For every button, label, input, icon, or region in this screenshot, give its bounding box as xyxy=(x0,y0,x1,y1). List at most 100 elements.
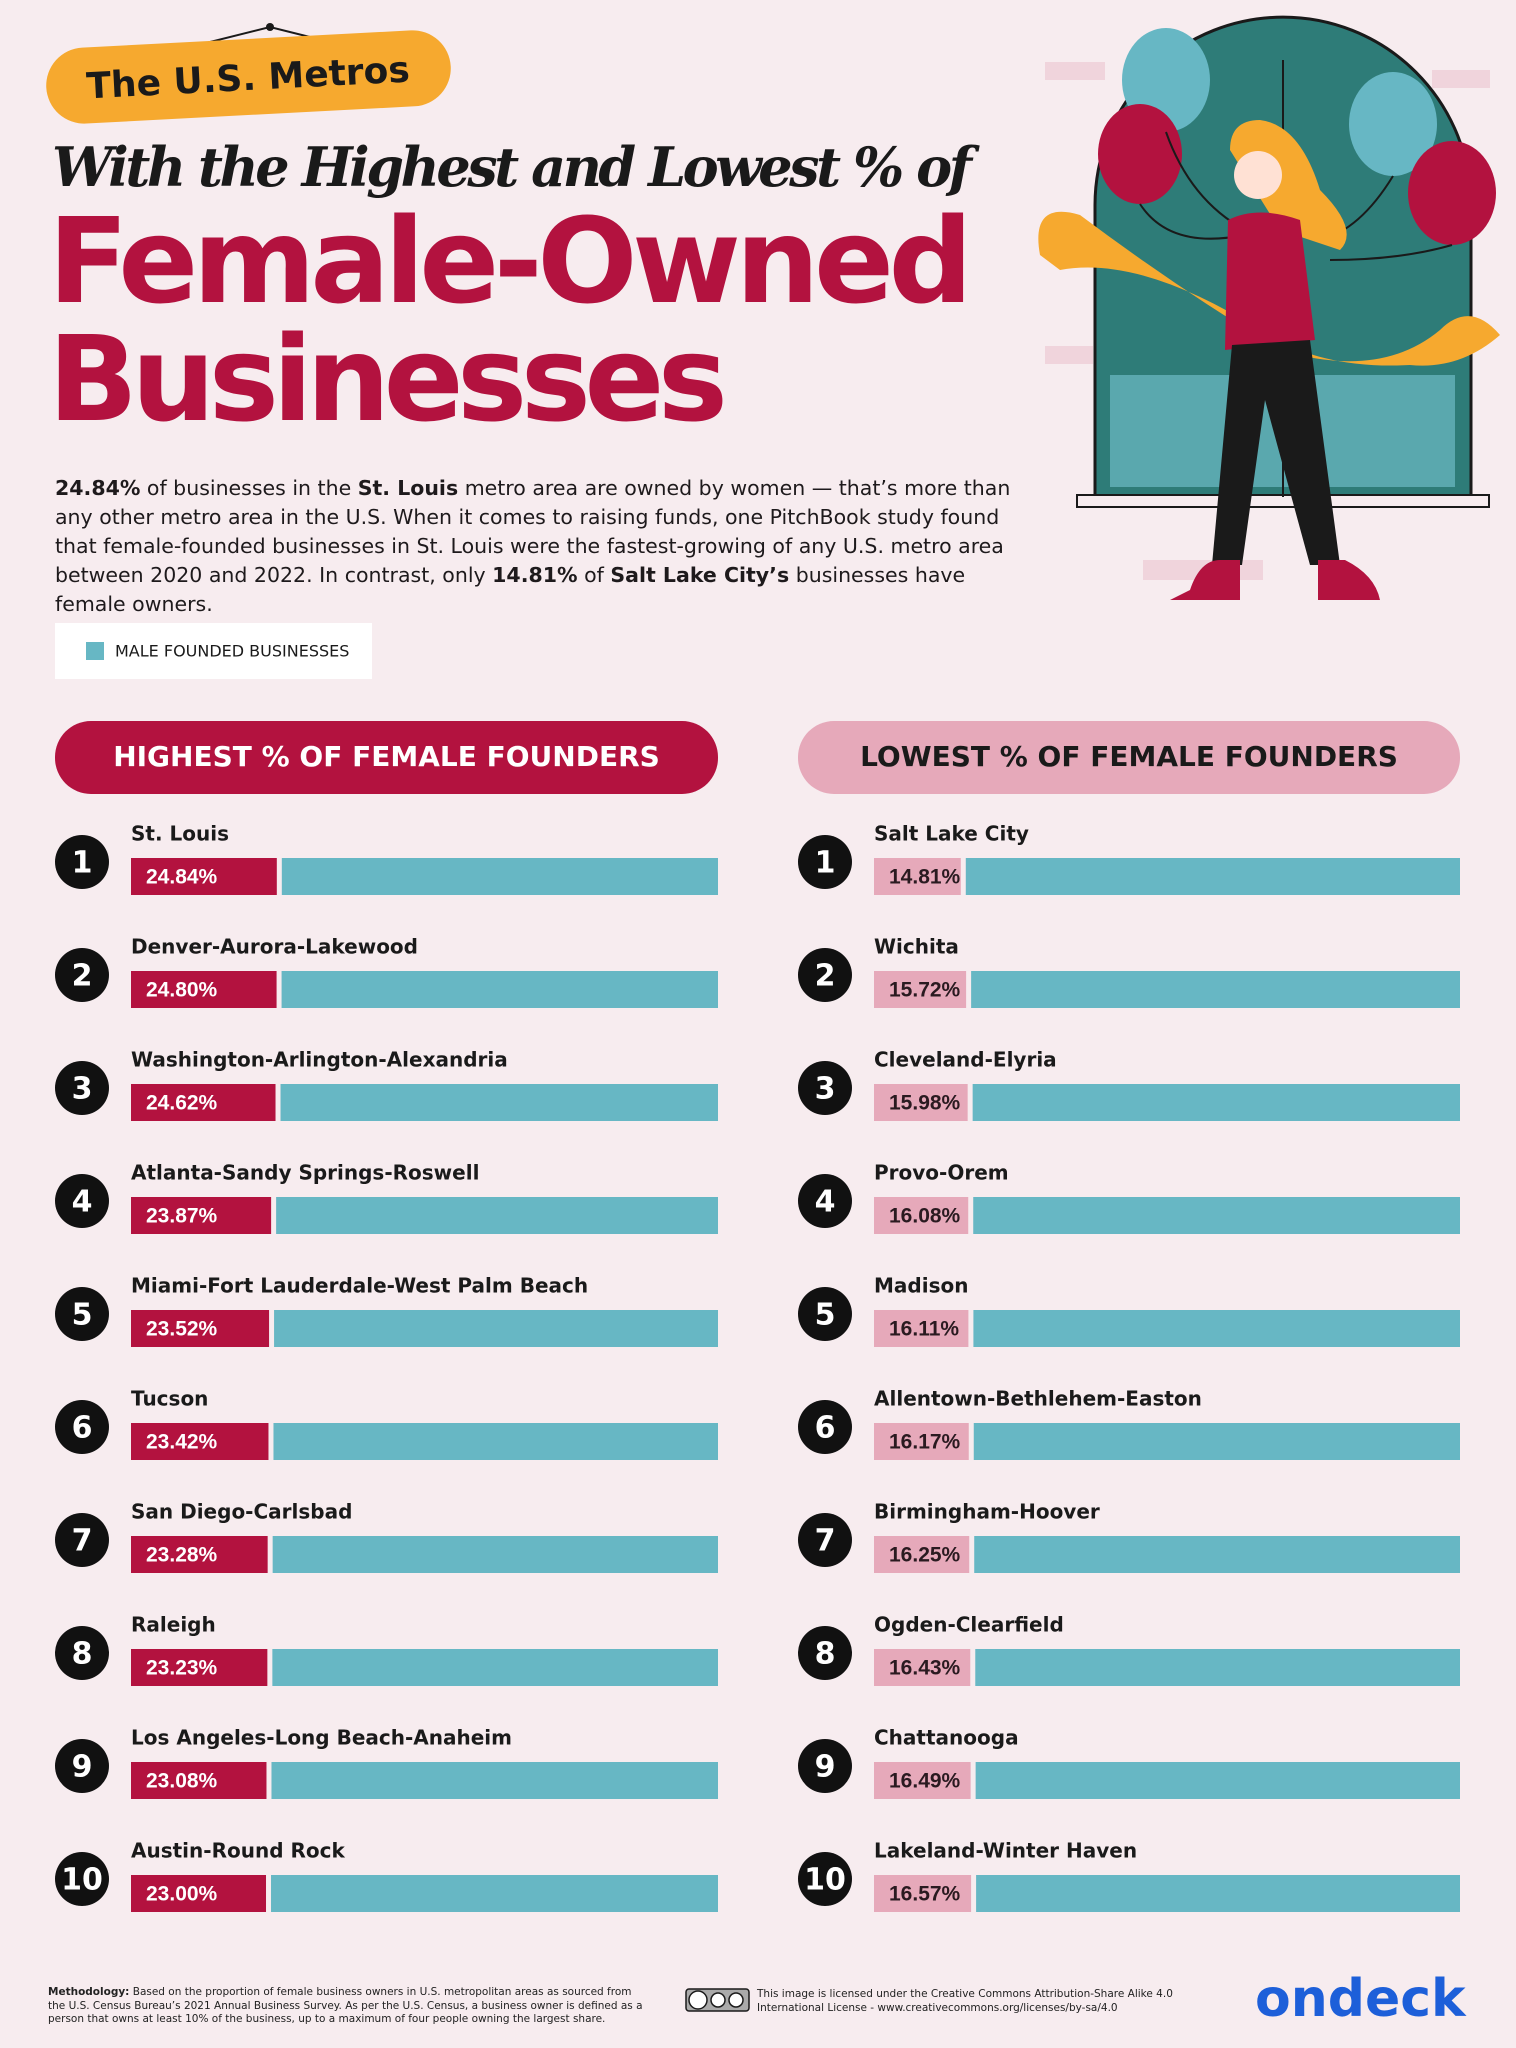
rank-badge xyxy=(798,835,852,889)
rank: 6 xyxy=(72,1411,93,1446)
intro-text: businesses have female owners. xyxy=(55,563,966,616)
subtitle: With the Highest and Lowest % of xyxy=(52,135,980,199)
metro-name: Provo-Orem xyxy=(874,1161,1009,1185)
rank: 7 xyxy=(72,1524,93,1559)
intro-text: of businesses in the xyxy=(140,476,358,500)
metro-name: Atlanta-Sandy Springs-Roswell xyxy=(131,1161,479,1185)
female-share-bar xyxy=(874,1762,971,1799)
rank-badge xyxy=(55,1626,109,1680)
rank-badge xyxy=(798,1061,852,1115)
metro-name: Denver-Aurora-Lakewood xyxy=(131,935,418,959)
value-label: 23.08% xyxy=(146,1770,218,1793)
male-share-track xyxy=(976,1875,1460,1912)
rank-badge xyxy=(798,1174,852,1228)
rank-badge xyxy=(798,948,852,1002)
rank: 4 xyxy=(815,1185,836,1220)
license-text: This image is licensed under the Creativ… xyxy=(757,1988,1173,2014)
rank: 2 xyxy=(72,959,93,994)
value-label: 23.42% xyxy=(146,1431,218,1454)
value-label: 15.72% xyxy=(889,979,961,1002)
rank-badge xyxy=(798,1287,852,1341)
legend-label: MALE FOUNDED BUSINESSES xyxy=(115,642,349,661)
intro-paragraph: 24.84% of businesses in the St. Louis me… xyxy=(55,474,1035,619)
male-share-track xyxy=(281,971,718,1008)
metro-name: Wichita xyxy=(874,935,959,959)
value-label: 23.87% xyxy=(146,1205,218,1228)
female-share-bar xyxy=(131,1423,269,1460)
title-line: Female-Owned xyxy=(48,192,973,330)
intro-bold: Salt Lake City’s xyxy=(610,563,790,587)
female-share-bar xyxy=(131,1536,268,1573)
male-share-track xyxy=(973,1423,1460,1460)
ribbon xyxy=(1038,211,1500,366)
boots xyxy=(1170,560,1380,600)
metro-name: St. Louis xyxy=(131,822,229,846)
male-share-track xyxy=(974,1536,1460,1573)
illustration xyxy=(1038,15,1500,600)
female-share-bar xyxy=(131,1084,276,1121)
value-label: 24.84% xyxy=(146,866,218,889)
male-share-track xyxy=(271,1875,718,1912)
intro-bold: St. Louis xyxy=(357,476,459,500)
metro-name: Lakeland-Winter Haven xyxy=(874,1839,1137,1863)
male-share-track xyxy=(975,1762,1460,1799)
badge-icon xyxy=(688,1990,708,2010)
value-label: 16.11% xyxy=(889,1318,959,1341)
rank-badge xyxy=(798,1513,852,1567)
rank-badge xyxy=(798,1852,852,1906)
male-share-track xyxy=(280,1084,718,1121)
balloon xyxy=(1098,104,1182,204)
badge-icon xyxy=(710,1992,726,2008)
legend-box xyxy=(55,623,372,679)
legs xyxy=(1212,340,1340,565)
badge-icon xyxy=(728,1992,744,2008)
female-share-bar xyxy=(131,971,277,1008)
balloon xyxy=(1408,141,1496,245)
value-label: 16.49% xyxy=(889,1770,961,1793)
male-share-track xyxy=(273,1423,718,1460)
balloon xyxy=(1349,72,1437,176)
rank-badge xyxy=(55,948,109,1002)
rank-badge xyxy=(55,835,109,889)
rank: 5 xyxy=(72,1298,93,1333)
balloon-strings xyxy=(1139,131,1453,261)
male-share-track xyxy=(965,858,1460,895)
female-share-bar xyxy=(131,1310,270,1347)
female-share-bar xyxy=(874,1084,968,1121)
male-share-track xyxy=(272,1649,718,1686)
rank: 7 xyxy=(815,1524,836,1559)
intro-text: of xyxy=(577,563,611,587)
rank-badge xyxy=(55,1174,109,1228)
rank-badge xyxy=(55,1400,109,1454)
rank-badge xyxy=(55,1287,109,1341)
metro-name: Austin-Round Rock xyxy=(131,1839,345,1863)
value-label: 23.28% xyxy=(146,1544,218,1567)
rank: 1 xyxy=(72,846,93,881)
male-share-track xyxy=(972,1084,1460,1121)
value-label: 16.17% xyxy=(889,1431,961,1454)
logo: ondeck xyxy=(1255,1969,1467,2029)
rank: 3 xyxy=(72,1072,93,1107)
male-share-track xyxy=(281,858,718,895)
male-share-track xyxy=(276,1197,718,1234)
brick xyxy=(1045,62,1105,80)
male-share-track xyxy=(272,1536,718,1573)
metro-name: Birmingham-Hoover xyxy=(874,1500,1100,1524)
rank: 9 xyxy=(815,1750,836,1785)
rank: 8 xyxy=(72,1637,93,1672)
female-share-bar xyxy=(874,1197,969,1234)
rank: 3 xyxy=(815,1072,836,1107)
female-share-bar xyxy=(874,1423,969,1460)
value-label: 16.57% xyxy=(889,1883,961,1906)
rank-badge xyxy=(798,1400,852,1454)
rank: 4 xyxy=(72,1185,93,1220)
female-share-bar xyxy=(131,1762,267,1799)
methodology-label: Methodology: xyxy=(48,1986,130,1998)
metro-name: Los Angeles-Long Beach-Anaheim xyxy=(131,1726,512,1750)
female-share-bar xyxy=(874,971,967,1008)
value-label: 16.08% xyxy=(889,1205,961,1228)
intro-text: metro area are owned by women — that’s m… xyxy=(55,476,1011,587)
rank: 1 xyxy=(815,846,836,881)
methodology-text: Based on the proportion of female busine… xyxy=(48,1986,643,2025)
